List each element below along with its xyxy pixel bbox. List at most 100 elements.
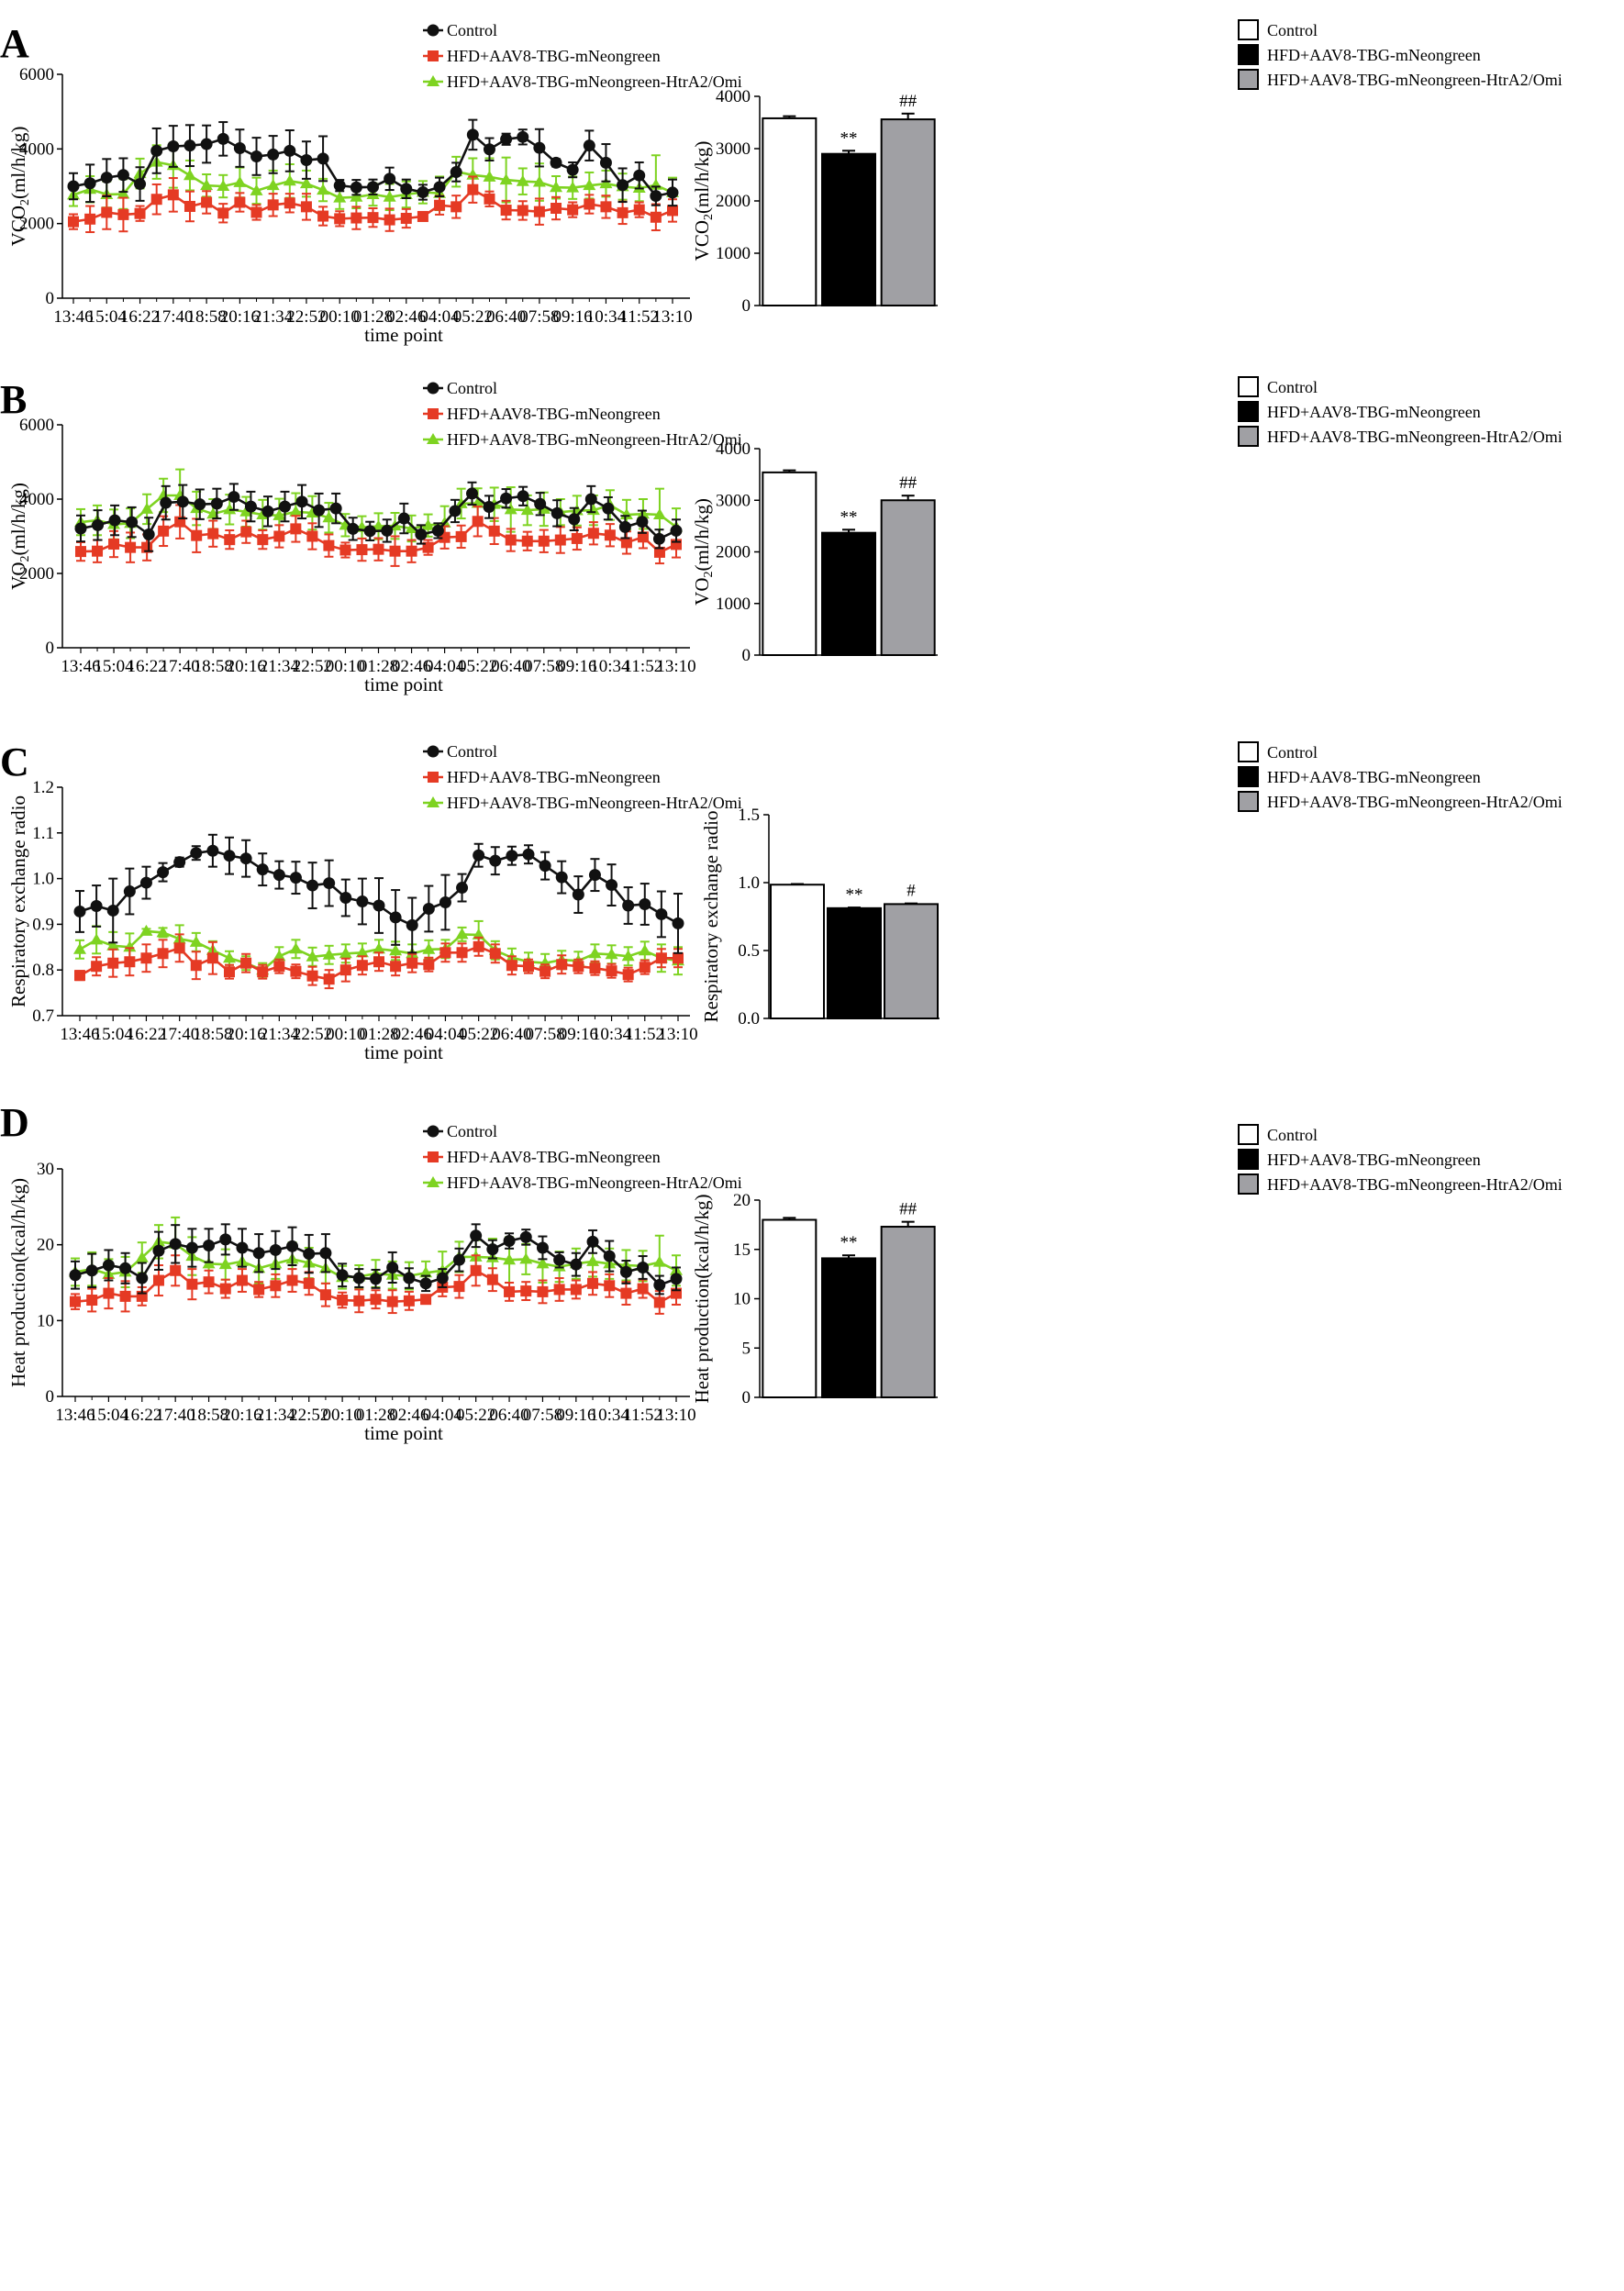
x-tick-label: 22:52	[289, 1406, 328, 1425]
x-tick-label: 16:22	[120, 307, 160, 327]
data-point	[519, 1230, 532, 1243]
data-point	[588, 869, 601, 882]
data-point	[67, 180, 80, 193]
x-tick-label: 13:46	[61, 657, 100, 676]
data-point	[284, 197, 295, 209]
y-axis-label: VO2(ml/h/kg)	[7, 483, 32, 590]
x-tick-label: 02:46	[392, 657, 431, 676]
data-point	[572, 888, 584, 901]
data-point	[352, 1272, 365, 1285]
data-point	[68, 216, 79, 228]
x-tick-label: 10:34	[592, 1025, 632, 1044]
x-tick-label: 22:52	[293, 1025, 332, 1044]
x-tick-label: 01:28	[359, 1025, 398, 1044]
data-point	[83, 177, 96, 190]
data-point	[389, 944, 403, 956]
data-point	[588, 947, 602, 959]
legend-label: HFD+AAV8-TBG-mNeongreen	[447, 1148, 661, 1166]
data-point	[160, 496, 172, 509]
panel-letter: C	[0, 740, 29, 784]
data-point	[201, 196, 213, 208]
data-point	[117, 208, 129, 220]
data-point	[517, 130, 529, 143]
data-point	[217, 132, 229, 145]
data-point	[217, 180, 230, 191]
legend-marker	[427, 24, 439, 37]
data-point	[600, 201, 612, 213]
data-point	[406, 957, 418, 969]
x-tick-label: 02:46	[393, 1025, 432, 1044]
x-tick-label: 13:10	[652, 307, 692, 327]
data-point	[306, 879, 319, 892]
data-point	[157, 948, 169, 960]
line-chart: 0 2000 4000 6000 13:4615:0416:2217:4018:5820…	[7, 379, 742, 695]
data-point	[123, 940, 137, 952]
significance-mark: **	[840, 1233, 858, 1252]
data-point	[604, 1280, 616, 1292]
data-point	[653, 1278, 666, 1291]
data-point	[273, 869, 285, 882]
bar-y-tick-label: 1000	[716, 244, 751, 263]
legend-marker	[427, 796, 439, 807]
data-point	[406, 918, 418, 931]
data-point	[503, 1253, 517, 1265]
data-point	[384, 214, 395, 226]
legend-marker	[427, 1125, 439, 1138]
x-tick-label: 06:40	[492, 1025, 531, 1044]
data-point	[422, 942, 436, 954]
data-point	[273, 508, 286, 520]
x-tick-label: 09:16	[557, 657, 596, 676]
data-point	[571, 532, 583, 544]
data-point	[454, 496, 468, 508]
line-legend: Control HFD+AAV8-TBG-mNeongreen HFD+AAV8-T…	[423, 379, 742, 449]
legend-label: HFD+AAV8-TBG-mNeongreen-HtrA2/Omi	[447, 794, 742, 812]
legend-swatch	[1238, 791, 1259, 812]
x-tick-label: 17:40	[160, 1025, 199, 1044]
data-point	[203, 1239, 216, 1251]
x-tick-label: 02:46	[386, 307, 426, 327]
data-point	[583, 179, 596, 191]
data-point	[210, 497, 223, 510]
data-point	[142, 528, 155, 540]
data-point	[466, 128, 479, 141]
legend-label: HFD+AAV8-TBG-mNeongreen	[1267, 46, 1481, 64]
data-point	[317, 210, 329, 222]
data-point	[589, 962, 601, 974]
data-point	[176, 495, 189, 508]
legend-marker	[427, 75, 439, 86]
panel-letter: D	[0, 1100, 29, 1145]
data-point	[536, 1257, 550, 1269]
data-point	[256, 863, 269, 876]
significance-mark: ##	[899, 92, 918, 111]
data-point	[107, 957, 119, 969]
data-point	[250, 184, 263, 195]
x-tick-label: 20:16	[222, 1406, 261, 1425]
data-point	[167, 139, 180, 152]
data-point	[73, 942, 86, 954]
data-point	[670, 524, 683, 537]
series-control	[67, 118, 679, 207]
data-point	[125, 541, 137, 553]
panel-D: D 0 10 20 30 13:4615:0416:2217:4018:5820:1621…	[0, 1100, 1563, 1444]
significance-mark: **	[846, 885, 863, 905]
legend-swatch	[1238, 741, 1259, 762]
x-tick-label: 00:10	[320, 307, 360, 327]
data-point	[633, 204, 645, 216]
data-point	[533, 141, 546, 154]
data-point	[184, 200, 195, 212]
y-axis-label: Respiratory exchange radio	[7, 795, 29, 1007]
legend-label: Control	[1267, 1126, 1318, 1144]
legend-label: HFD+AAV8-TBG-mNeongreen	[1267, 403, 1481, 421]
bar	[827, 906, 882, 1019]
legend-label: Control	[447, 21, 497, 39]
data-point	[637, 1283, 649, 1295]
x-tick-label: 04:04	[426, 1025, 466, 1044]
data-point	[350, 181, 362, 194]
data-point	[439, 947, 451, 959]
data-point	[157, 866, 170, 879]
data-point	[384, 172, 396, 185]
data-point	[269, 1243, 282, 1256]
bar-y-axis-label: VO2(ml/h/kg)	[691, 498, 716, 606]
x-tick-label: 06:40	[489, 1406, 528, 1425]
data-point	[108, 514, 121, 527]
